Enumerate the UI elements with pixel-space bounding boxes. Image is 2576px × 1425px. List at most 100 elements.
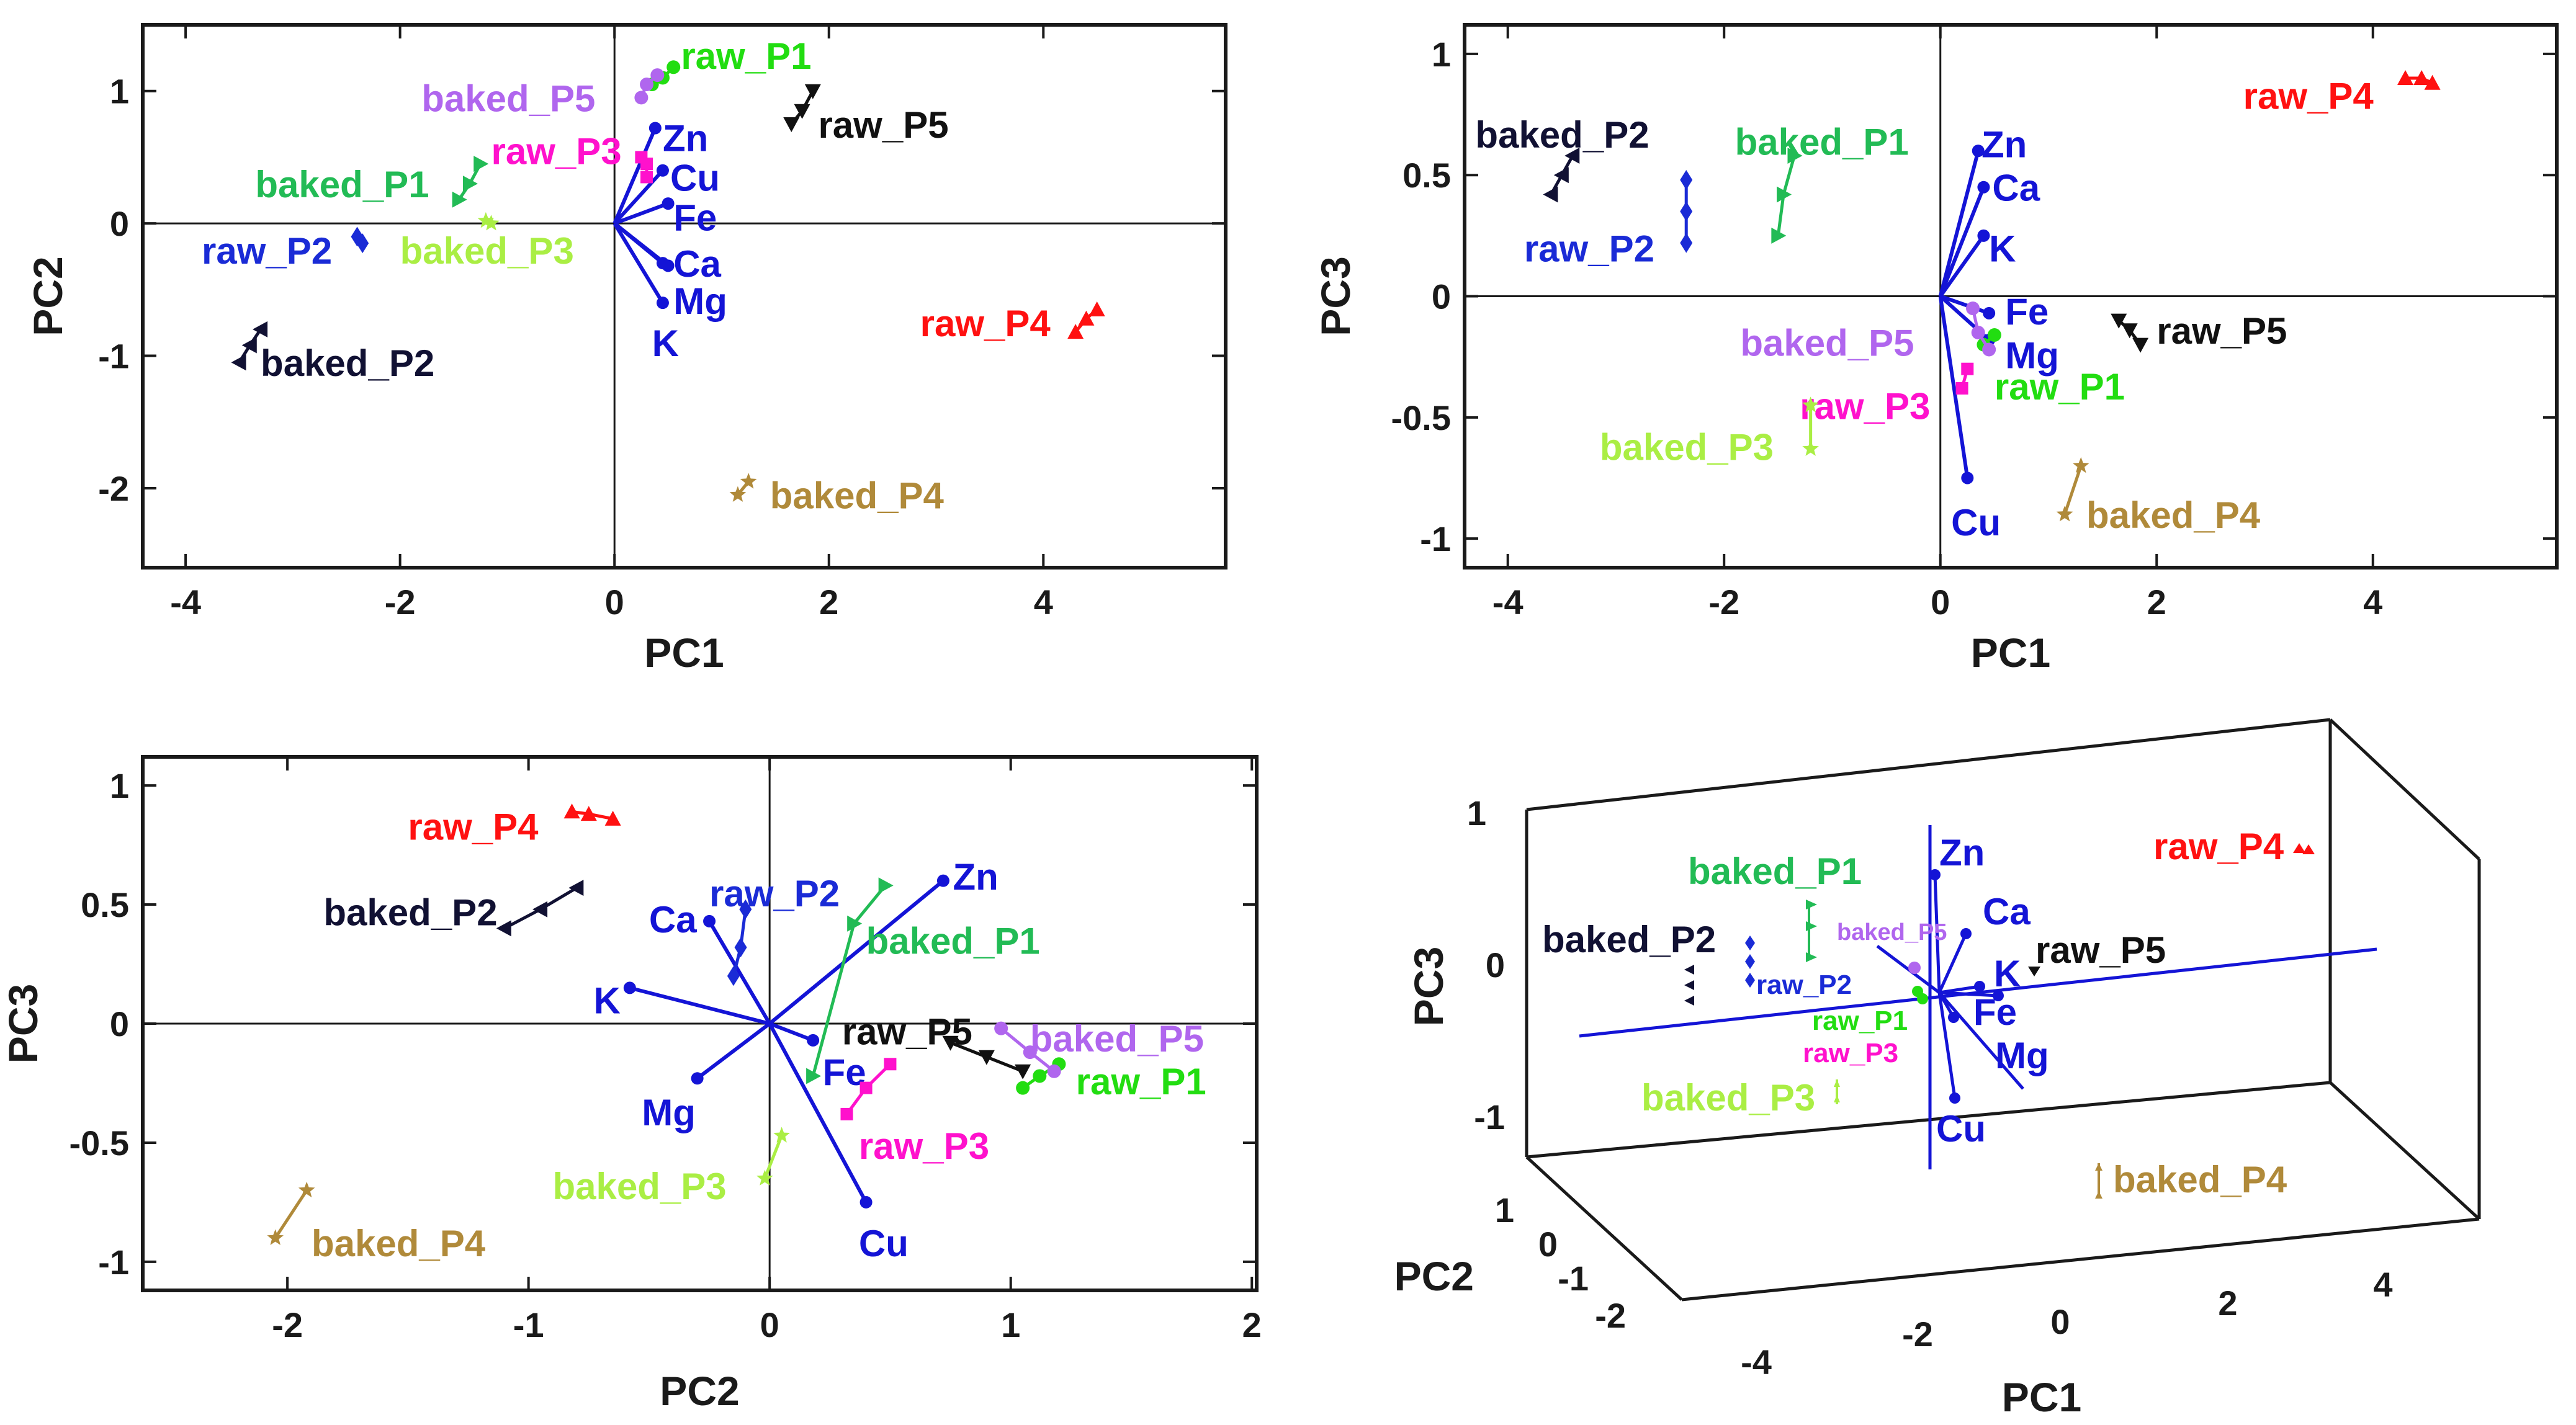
loading-dot-cu [1961, 471, 1974, 485]
marker-baked-p2 [496, 920, 511, 937]
loading-label-zn: Zn [663, 117, 708, 159]
marker-baked-p2 [1684, 965, 1694, 1006]
loading-vector-fe [769, 1022, 814, 1042]
label-baked-p1: baked_P1 [866, 921, 1040, 962]
label-raw-p3: raw_P3 [1800, 385, 1930, 427]
label-baked-p2: baked_P2 [1475, 114, 1649, 156]
loading-vector-ca [1938, 186, 1986, 297]
series-line-baked-p3 [763, 1135, 783, 1179]
marker-baked-p4 [740, 473, 757, 489]
marker-raw-p5 [2111, 313, 2127, 329]
label-raw-p1: raw_P1 [1995, 366, 2125, 408]
loading-dot-fe [1983, 306, 1996, 319]
loading-vector-cu [768, 1022, 868, 1204]
marker-raw-p4 [2293, 843, 2315, 854]
marker-baked-p2 [253, 321, 268, 337]
loading-vector-cu [1937, 992, 1957, 1099]
loading-dot [1960, 928, 1972, 939]
loading-vector-mg2 [1939, 991, 1999, 998]
label-raw-p3: raw_P3 [859, 1125, 989, 1167]
loading-dot-k [656, 297, 669, 310]
marker-baked-p5 [1966, 302, 1980, 316]
loading-dots-3d [1929, 869, 2004, 1104]
box-edge [2329, 1081, 2480, 1220]
loading-dot [1949, 1092, 1960, 1104]
axis-label-3d-pc1: PC1 [2002, 1374, 2081, 1420]
marker-baked-p4 [267, 1229, 284, 1245]
marker-raw-p2 [739, 899, 752, 919]
marker-raw-p3 [1955, 382, 1968, 395]
marker-baked-p2 [1553, 167, 1569, 184]
marker-raw-p2 [1680, 233, 1693, 253]
loading-vector-zn [1933, 874, 1941, 993]
tick-z-1: 1 [1467, 793, 1486, 833]
x-tick-label: 0 [760, 1305, 779, 1344]
x-tick-label: -2 [385, 583, 416, 622]
y-tick-label: -0.5 [70, 1123, 130, 1163]
label-baked-p4: baked_P4 [312, 1223, 486, 1264]
marker-raw-p2 [356, 233, 369, 254]
panel-pc2-pc3: -2 -1 0 1 2 -1 -0.5 0 0.5 1 PC2 PC3 Zn Ca K Fe Mg Cu raw_P… [0, 755, 1262, 1414]
x-tick-label: -4 [170, 583, 201, 622]
loading-vector-zn [768, 879, 945, 1025]
marker-raw-p4 [2413, 69, 2430, 85]
loading-vector-k [613, 222, 665, 304]
loading-label-fe: Fe [673, 197, 717, 238]
label-baked-p1: baked_P1 [255, 164, 429, 205]
loading-dot-mg [662, 259, 675, 272]
marker-baked-p1 [847, 915, 863, 932]
loading-vector-cu [613, 169, 665, 225]
tick-y-m1: -1 [1558, 1259, 1589, 1298]
marker-baked-p5 [640, 78, 654, 92]
label-3d-fe: Fe [1973, 991, 2017, 1033]
marker-baked-p3 [1802, 396, 1819, 413]
tick-z-m1: -1 [1474, 1097, 1505, 1137]
marker-baked-p1 [878, 877, 894, 894]
label-3d-cu: Cu [1936, 1108, 1986, 1150]
marker-baked-p3 [483, 215, 500, 231]
marker-baked-p3 [477, 212, 495, 228]
markers-3d [1684, 843, 2315, 1199]
label-raw-p5: raw_P5 [842, 1011, 972, 1053]
label-baked-p5: baked_P5 [1740, 323, 1914, 364]
label-baked-p5: baked_P5 [1030, 1018, 1204, 1060]
marker-raw-p4 [1088, 301, 1105, 316]
loading-dot-fe [807, 1034, 820, 1047]
y-axis-label: PC3 [0, 984, 46, 1063]
loading-dot [1993, 990, 2004, 1001]
loading-label-mg: Mg [673, 280, 727, 322]
marker-baked-p1 [452, 191, 467, 208]
marker-baked-p1 [1771, 227, 1787, 244]
marker-raw-p2 [727, 966, 740, 986]
marker-baked-p5 [1908, 962, 1921, 974]
marker-baked-p5 [994, 1021, 1008, 1035]
marker-baked-p5 [1023, 1045, 1037, 1060]
marker-raw-p4 [1067, 324, 1084, 339]
label-baked-p5: baked_P5 [421, 78, 595, 119]
box-edge [1525, 1156, 1683, 1301]
label-3d-k: K [1994, 953, 2021, 994]
tick-y-1: 1 [1495, 1190, 1514, 1230]
marker-raw-p4 [580, 806, 597, 821]
marker-raw-p5 [1015, 1064, 1031, 1079]
loading-dot-zn [1972, 145, 1985, 158]
marker-raw-p1 [1016, 1081, 1030, 1095]
loading-vector-mg [613, 221, 670, 267]
label-baked-p2: baked_P2 [261, 342, 434, 384]
x-tick-label: -1 [513, 1305, 544, 1344]
marker-raw-p1b [1917, 993, 1928, 1004]
label-3d-raw-p1: raw_P1 [1812, 1006, 1908, 1036]
label-raw-p2: raw_P2 [202, 230, 332, 272]
marker-raw-p3 [859, 1081, 873, 1094]
x-tick-label: -2 [1708, 583, 1739, 622]
marker-raw-p2 [734, 937, 747, 958]
tick-x-0: 0 [2050, 1302, 2070, 1341]
label-3d-mg: Mg [1995, 1035, 2049, 1076]
label-3d-baked-p4: baked_P4 [2113, 1159, 2287, 1200]
loading-label-cu: Cu [1951, 502, 2001, 543]
box-3d-frame [1525, 718, 2481, 1302]
label-raw-p1: raw_P1 [1076, 1061, 1206, 1102]
marker-raw-p1 [666, 60, 681, 74]
marker-baked-p1 [473, 156, 489, 172]
marker-raw-p5 [942, 1035, 959, 1051]
